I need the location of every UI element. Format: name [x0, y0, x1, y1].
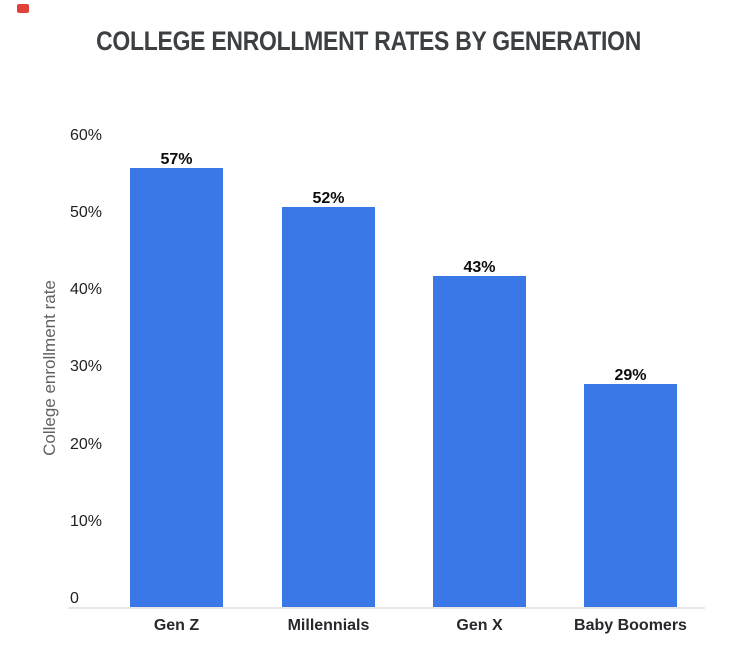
- x-axis-label: Millennials: [287, 617, 370, 634]
- bar-value-label: 52%: [312, 190, 345, 207]
- bar-value-label: 29%: [614, 367, 647, 384]
- x-axis-baseline: [68, 607, 705, 609]
- y-tick-label: 50%: [70, 204, 103, 221]
- bar: [584, 384, 677, 608]
- chart-title: COLLEGE ENROLLMENT RATES BY GENERATION: [0, 27, 738, 55]
- chart-title-text: COLLEGE ENROLLMENT RATES BY GENERATION: [96, 26, 642, 56]
- bar-value-label: 43%: [463, 259, 496, 276]
- y-axis-title: College enrollment rate: [40, 280, 59, 456]
- y-tick-label: 60%: [70, 126, 103, 144]
- bar: [130, 168, 223, 608]
- y-tick-label: 0: [70, 590, 79, 607]
- y-tick-label: 40%: [70, 281, 103, 299]
- bar-value-label: 57%: [160, 151, 193, 168]
- y-tick-label: 20%: [70, 435, 103, 453]
- x-axis-label: Gen Z: [153, 617, 200, 634]
- y-tick-label: 10%: [70, 512, 103, 530]
- red-corner-mark: [17, 4, 29, 13]
- x-axis-label: Baby Boomers: [574, 617, 687, 634]
- bar: [433, 276, 526, 608]
- x-axis-label: Gen X: [456, 617, 503, 634]
- bar: [282, 207, 375, 608]
- y-tick-label: 30%: [70, 358, 103, 376]
